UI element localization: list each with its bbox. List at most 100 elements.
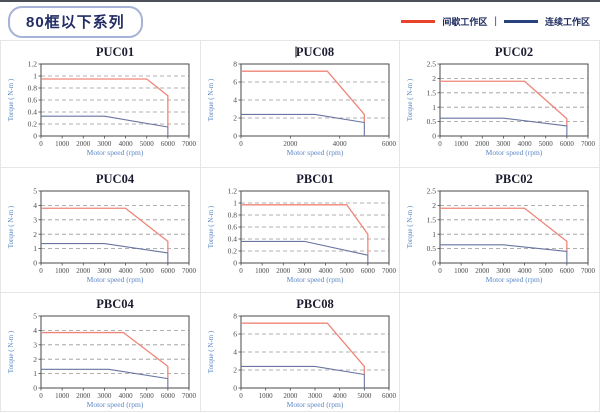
series-intermittent xyxy=(41,331,169,379)
continuous-zone-label: 连续工作区 xyxy=(544,17,590,27)
y-tick-label: 0.6 xyxy=(28,96,38,105)
series-intermittent xyxy=(440,207,568,252)
x-tick-label: 3000 xyxy=(97,140,112,148)
y-tick-label: 0.4 xyxy=(28,108,38,117)
x-tick-label: 4000 xyxy=(332,392,347,400)
x-tick-label: 4000 xyxy=(318,267,333,275)
x-tick-label: 5000 xyxy=(140,392,155,400)
x-tick-label: 2000 xyxy=(283,140,298,148)
y-tick-label: 2 xyxy=(233,366,237,375)
y-tick-label: 2 xyxy=(233,114,237,123)
chart-svg-puc04: PUC04 0 1 2 3 4 5 0 1000 2000 3000 4000 5000 6000 7000… xyxy=(7,172,197,284)
x-tick-label: 1000 xyxy=(55,392,70,400)
series-title-badge: 80框以下系列 xyxy=(8,6,143,38)
y-axis-label: Torque ( N-m ) xyxy=(207,205,215,248)
chart-cell-pbc02: PBC02 0 0.5 1 1.5 2 2.5 0 1000 2000 3000 4000 5000 60… xyxy=(400,168,600,293)
x-tick-label: 6000 xyxy=(161,140,176,148)
chart-cell-puc04: PUC04 0 1 2 3 4 5 0 1000 2000 3000 4000 5000 6000 7000… xyxy=(1,168,201,293)
series-continuous xyxy=(440,117,568,136)
x-tick-label: 1000 xyxy=(55,140,70,148)
x-tick-label: 5000 xyxy=(140,267,155,275)
y-tick-label: 0 xyxy=(233,384,237,393)
x-tick-label: 5000 xyxy=(539,140,554,148)
x-tick-label: 6000 xyxy=(161,392,176,400)
chart-legend: 间歇工作区 | 连续工作区 xyxy=(401,15,590,28)
x-tick-label: 3000 xyxy=(497,140,512,148)
chart-title: PBC02 xyxy=(496,172,534,186)
x-tick-label: 5000 xyxy=(539,267,554,275)
y-tick-label: 4 xyxy=(33,201,37,210)
x-tick-label: 4000 xyxy=(518,267,533,275)
chart-title: PUC04 xyxy=(96,172,135,186)
x-tick-label: 1000 xyxy=(55,267,70,275)
series-intermittent xyxy=(440,80,568,126)
x-tick-label: 2000 xyxy=(476,267,491,275)
y-tick-label: 1.5 xyxy=(427,215,437,224)
y-tick-label: 2 xyxy=(433,74,437,83)
y-tick-label: 2 xyxy=(33,230,37,239)
plot-border xyxy=(439,190,589,264)
y-tick-label: 4 xyxy=(33,326,37,335)
y-tick-label: 1.5 xyxy=(427,88,437,97)
x-tick-label: 0 xyxy=(439,267,443,275)
chart-svg-pbc01: PBC01 0 0.2 0.4 0.6 0.8 1 1.2 0 1000 2000 3000 4000 5… xyxy=(207,172,397,284)
y-tick-label: 4 xyxy=(233,348,237,357)
plot-border xyxy=(40,315,190,389)
y-tick-label: 0.2 xyxy=(28,120,38,129)
y-tick-label: 1 xyxy=(33,72,37,81)
x-tick-label: 7000 xyxy=(182,267,197,275)
y-axis-label: Torque ( N-m ) xyxy=(7,205,15,248)
y-tick-label: 6 xyxy=(233,330,237,339)
x-tick-label: 7000 xyxy=(182,140,197,148)
series-continuous xyxy=(41,368,169,388)
x-axis-label: Motor speed (rpm) xyxy=(87,400,144,409)
chart-svg-puc02: PUC02 0 0.5 1 1.5 2 2.5 0 1000 2000 3000 4000 5000 60… xyxy=(406,45,596,157)
y-tick-label: 5 xyxy=(33,312,37,321)
y-tick-label: 1 xyxy=(233,199,237,208)
y-tick-label: 3 xyxy=(33,340,37,349)
chart-title: PUC08 xyxy=(296,45,334,59)
x-tick-label: 5000 xyxy=(357,392,372,400)
y-tick-label: 3 xyxy=(33,215,37,224)
x-tick-label: 1000 xyxy=(454,140,469,148)
x-tick-label: 0 xyxy=(239,140,243,148)
x-tick-label: 5000 xyxy=(339,267,354,275)
x-tick-label: 0 xyxy=(39,140,43,148)
x-tick-label: 6000 xyxy=(361,267,376,275)
y-tick-label: 1 xyxy=(433,230,437,239)
x-tick-label: 4000 xyxy=(518,140,533,148)
y-axis-label: Torque ( N-m ) xyxy=(207,330,215,373)
legend-separator: | xyxy=(494,16,497,27)
intermittent-zone-label: 间歇工作区 xyxy=(442,17,488,27)
chart-title: PBC04 xyxy=(96,297,134,311)
x-tick-label: 1000 xyxy=(454,267,469,275)
continuous-zone-line-swatch xyxy=(503,20,538,23)
chart-svg-pbc08: PBC08 0 2 4 6 8 0 1000 2000 3000 4000 5000 6000 Motor… xyxy=(207,297,397,409)
x-axis-label: Motor speed (rpm) xyxy=(286,275,343,284)
y-tick-label: 1.2 xyxy=(28,60,38,69)
x-tick-label: 2000 xyxy=(276,267,291,275)
x-tick-label: 7000 xyxy=(182,392,197,400)
series-continuous xyxy=(440,244,568,263)
y-tick-label: 0 xyxy=(33,384,37,393)
series-continuous xyxy=(41,243,169,263)
x-axis-label: Motor speed (rpm) xyxy=(87,148,144,157)
y-tick-label: 0.8 xyxy=(227,211,237,220)
x-tick-label: 5000 xyxy=(140,140,155,148)
series-continuous xyxy=(41,115,169,136)
series-intermittent xyxy=(240,322,365,375)
x-axis-label: Motor speed (rpm) xyxy=(87,275,144,284)
y-tick-label: 8 xyxy=(233,60,237,69)
x-tick-label: 3000 xyxy=(297,267,312,275)
x-tick-label: 4000 xyxy=(332,140,347,148)
y-axis-label: Torque ( N-m ) xyxy=(7,330,15,373)
x-tick-label: 1000 xyxy=(255,267,270,275)
x-tick-label: 2000 xyxy=(76,392,91,400)
y-tick-label: 0.5 xyxy=(427,117,437,126)
y-axis-label: Torque ( N-m ) xyxy=(207,78,215,121)
chart-grid: PUC01 0 0.2 0.4 0.6 0.8 1 1.2 0 1000 2000 3000 4000 5… xyxy=(0,40,600,412)
x-tick-label: 0 xyxy=(39,267,43,275)
y-axis-label: Torque ( N-m ) xyxy=(7,78,15,121)
x-tick-label: 3000 xyxy=(97,392,112,400)
y-tick-label: 1 xyxy=(33,244,37,253)
